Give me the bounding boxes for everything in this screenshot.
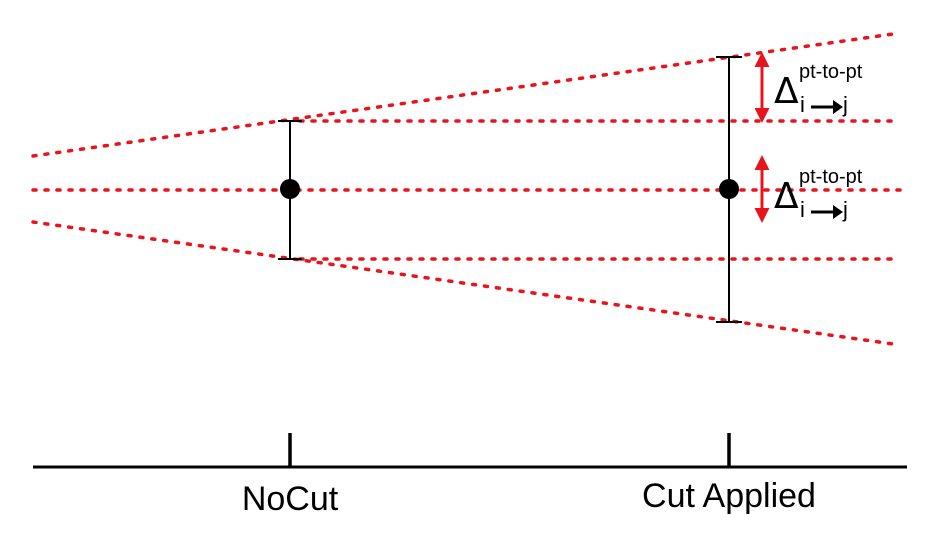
- upper-delta-symbol: Δ: [774, 71, 799, 112]
- x-axis-label-cut-applied: Cut Applied: [642, 477, 816, 515]
- lower-subscript-arrow-head: [833, 205, 843, 219]
- lower-delta-superscript: pt-to-pt: [799, 166, 863, 188]
- cut-applied-data-point: [719, 179, 739, 199]
- nocut-data-point: [280, 179, 300, 199]
- upper-delta-superscript: pt-to-pt: [799, 61, 863, 83]
- upper-delta-subscript-j: j: [842, 92, 848, 117]
- lower-delta-label: Δ pt-to-pt i j: [774, 166, 863, 222]
- upper-delta-subscript-i: i: [800, 92, 805, 117]
- upper-subscript-arrow-head: [833, 100, 843, 114]
- lower-delta-symbol: Δ: [774, 176, 799, 217]
- x-axis-label-nocut: NoCut: [242, 480, 339, 518]
- upper-envelope-line: [31, 31, 902, 158]
- lower-delta-subscript-j: j: [842, 197, 848, 222]
- upper-delta-label: Δ pt-to-pt i j: [774, 61, 863, 117]
- lower-envelope-line: [31, 220, 902, 347]
- lower-delta-subscript-i: i: [800, 197, 805, 222]
